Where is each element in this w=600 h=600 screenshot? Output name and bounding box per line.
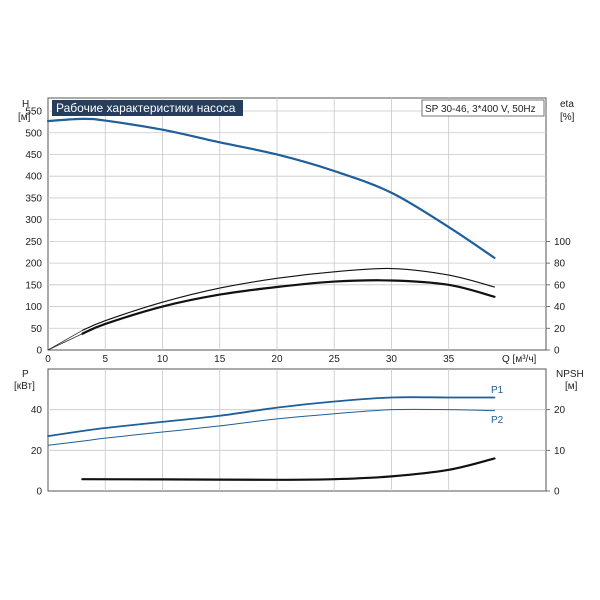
x-tick-label: 25 [329, 354, 341, 365]
y-left-tick-label: 400 [25, 172, 42, 183]
x-tick-label: 15 [214, 354, 226, 365]
x-tick-label: 10 [157, 354, 169, 365]
x-tick-label: 20 [271, 354, 283, 365]
series-line-top-0 [46, 117, 496, 259]
curve-extension-line [47, 333, 83, 351]
bottom-ticks-left: 0 20 40 [31, 405, 43, 497]
y-left-tick-label: 300 [25, 215, 42, 226]
y-right-tick-label: 20 [554, 405, 566, 416]
y-right-tick-label: 100 [554, 237, 571, 248]
top-right-axis-label: eta [560, 99, 574, 110]
x-tick-label: 5 [102, 354, 108, 365]
bottom-series [47, 396, 496, 481]
y-left-tick-label: 50 [31, 324, 43, 335]
y-right-tick-label: 60 [554, 280, 566, 291]
top-left-axis-unit: [м] [18, 112, 31, 123]
series-line-bot-2 [81, 457, 496, 481]
curve-extension-line [47, 330, 83, 351]
y-right-tick-label: 80 [554, 259, 566, 270]
bottom-ticks-right: 0 10 20 [546, 405, 566, 498]
y-left-tick-label: 250 [25, 237, 42, 248]
top-right-axis-unit: [%] [560, 112, 575, 123]
x-tick-label: 35 [443, 354, 455, 365]
x-tick-label: 30 [386, 354, 398, 365]
bottom-left-axis-label: P [22, 369, 29, 380]
bottom-right-axis-label: NPSH [556, 369, 584, 380]
y-right-tick-label: 20 [554, 324, 566, 335]
bottom-left-axis-unit: [кВт] [14, 381, 35, 392]
y-left-tick-label: 20 [31, 446, 43, 457]
top-left-axis-label: H [22, 99, 29, 110]
y-left-tick-label: 150 [25, 280, 42, 291]
y-right-tick-label: 10 [554, 446, 566, 457]
y-right-tick-label: 0 [554, 346, 560, 357]
bottom-plot-frame [47, 368, 547, 492]
bottom-right-axis-unit: [м] [565, 381, 578, 392]
chart-subtitle-box [421, 99, 545, 117]
y-right-tick-label: 40 [554, 302, 566, 313]
y-left-tick-label: 500 [25, 128, 42, 139]
y-left-tick-label: 0 [36, 487, 42, 498]
series-line-bot-0 [47, 396, 496, 437]
chart-title: Рабочие характеристики насоса [56, 101, 236, 115]
top-plot-frame [47, 97, 547, 351]
series-line-bot-1 [47, 408, 495, 446]
top-ticks-right: 0 20 40 60 80 100 [546, 237, 571, 357]
bottom-panel: 0 20 40 0 10 20 P [кВт] NPSH [м] P1 P2 [14, 368, 584, 498]
series-label-p1: P1 [491, 385, 504, 396]
y-left-tick-label: 350 [25, 193, 42, 204]
x-axis-unit-label: Q [м³/ч] [502, 354, 537, 365]
y-left-tick-label: 450 [25, 150, 42, 161]
y-left-tick-label: 200 [25, 259, 42, 270]
y-left-tick-label: 100 [25, 302, 42, 313]
x-tick-label: 0 [45, 354, 51, 365]
y-left-tick-label: 40 [31, 405, 43, 416]
top-ticks-x: 0 5 10 15 20 25 30 35 [45, 354, 454, 365]
series-line-top-2 [81, 279, 496, 335]
series-line-top-1 [81, 267, 496, 331]
series-label-p2: P2 [491, 415, 504, 426]
chart-subtitle: SP 30-46, 3*400 V, 50Hz [425, 104, 536, 115]
y-left-tick-label: 550 [25, 107, 42, 118]
y-right-tick-label: 0 [554, 487, 560, 498]
chart-title-box [52, 100, 243, 116]
y-left-tick-label: 0 [36, 346, 42, 357]
top-ticks-left: 0 50 100 150 200 250 300 350 400 450 500 550 [25, 107, 42, 357]
top-series [46, 117, 496, 351]
top-grid [48, 98, 546, 350]
bottom-grid [48, 369, 546, 491]
